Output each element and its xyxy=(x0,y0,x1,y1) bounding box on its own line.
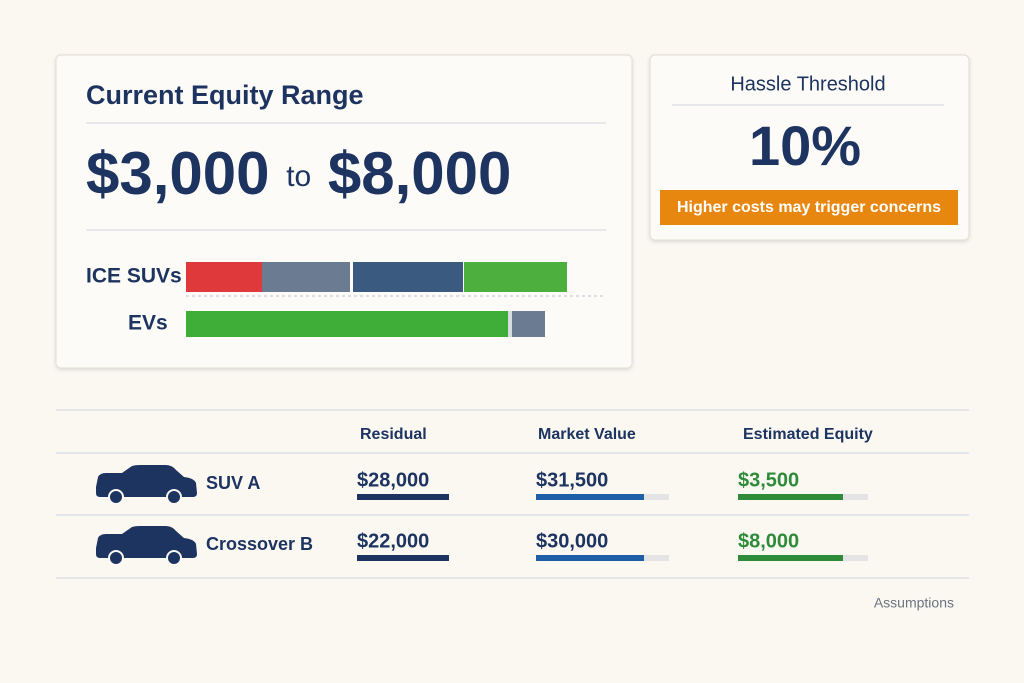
cell-value: $8,000 xyxy=(738,530,799,552)
bar-segment xyxy=(186,311,508,337)
column-header: Market Value xyxy=(538,426,636,443)
note-banner xyxy=(660,190,958,225)
bar-segment xyxy=(353,262,463,292)
column-header: Residual xyxy=(360,426,427,443)
note-text: Higher costs may trigger concerns xyxy=(677,199,941,216)
bar-fill xyxy=(738,494,843,500)
card-title: Current Equity Range xyxy=(86,80,364,110)
comparison-table: Residual Market Value Estimated Equity xyxy=(56,409,969,579)
cell-value: $31,500 xyxy=(536,469,608,491)
card-title: Hassle Threshold xyxy=(730,73,885,95)
cell-value: $22,000 xyxy=(357,530,429,552)
car-wheel xyxy=(108,550,124,566)
bar-fill xyxy=(357,494,449,500)
assumptions-link[interactable]: Assumptions xyxy=(874,595,954,611)
bar-segment xyxy=(464,262,567,292)
car-wheel xyxy=(166,550,182,566)
bar-fill xyxy=(357,555,449,561)
ev-bar xyxy=(186,311,545,337)
car-body xyxy=(96,465,197,497)
range-low: $3,000 xyxy=(86,140,270,207)
bar-fill xyxy=(738,555,843,561)
cell-value: $30,000 xyxy=(536,530,608,552)
equity-range: $3,000 to $8,000 xyxy=(86,140,511,207)
column-header: Estimated Equity xyxy=(743,426,873,443)
bar-segment xyxy=(512,311,545,337)
range-connector: to xyxy=(286,160,311,193)
equity-card: Current Equity Range $3,000 to $8,000 IC… xyxy=(55,54,633,369)
vehicle-name: Crossover B xyxy=(206,534,313,554)
car-wheel xyxy=(108,489,124,505)
bar-segment xyxy=(508,311,512,337)
bar-segment xyxy=(186,262,262,292)
vehicle-icon xyxy=(96,465,197,505)
bar-segment xyxy=(262,262,350,292)
row-label: ICE SUVs xyxy=(86,265,182,288)
ice-bar xyxy=(186,262,567,292)
table-rows: SUV A $28,000 $31,500 $3,500 Crossover B $22,… xyxy=(96,465,868,566)
vehicle-icon xyxy=(96,526,197,566)
bar-fill xyxy=(536,494,644,500)
cell-value: $3,500 xyxy=(738,469,799,491)
row-label: EVs xyxy=(128,312,168,335)
car-body xyxy=(96,526,197,558)
threshold-card: Hassle Threshold 10% Higher costs may tr… xyxy=(649,54,970,241)
vehicle-name: SUV A xyxy=(206,473,260,493)
car-wheel xyxy=(166,489,182,505)
threshold-value: 10% xyxy=(749,114,861,177)
cell-value: $28,000 xyxy=(357,469,429,491)
bar-fill xyxy=(536,555,644,561)
range-high: $8,000 xyxy=(328,140,512,207)
